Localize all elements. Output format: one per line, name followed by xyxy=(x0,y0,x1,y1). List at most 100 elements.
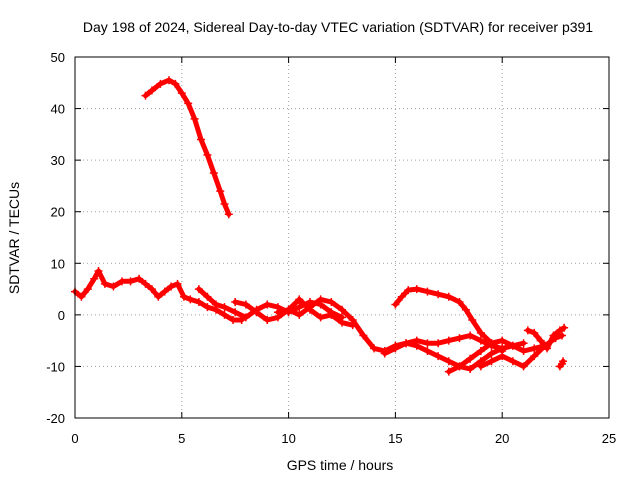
y-tick-label: 30 xyxy=(51,153,65,168)
y-tick-label: 50 xyxy=(51,50,65,65)
data-point xyxy=(412,285,421,294)
data-point xyxy=(316,295,325,304)
data-point xyxy=(263,316,272,325)
data-point xyxy=(412,341,421,350)
data-point xyxy=(391,344,400,353)
data-point xyxy=(241,300,250,309)
data-point xyxy=(444,357,453,366)
data-point xyxy=(90,274,99,283)
data-point xyxy=(167,282,176,291)
chart-title: Day 198 of 2024, Sidereal Day-to-day VTE… xyxy=(83,19,593,35)
data-point xyxy=(498,352,507,361)
data-point xyxy=(487,349,496,358)
data-point xyxy=(530,344,539,353)
data-point xyxy=(423,346,432,355)
data-point xyxy=(519,346,528,355)
data-point xyxy=(316,313,325,322)
data-point xyxy=(94,267,103,276)
data-point xyxy=(252,308,261,317)
data-point xyxy=(194,285,203,294)
data-point xyxy=(220,303,229,312)
data-point xyxy=(466,331,475,340)
data-point xyxy=(177,89,186,98)
data-point xyxy=(444,292,453,301)
x-tick-label: 25 xyxy=(602,431,616,446)
data-point xyxy=(559,357,568,366)
ticks-layer: 0 5 10 15 20 25 -20 -10 0 10 20 30 40 50 xyxy=(46,50,616,446)
data-point xyxy=(404,286,413,295)
data-point xyxy=(194,297,203,306)
data-point xyxy=(109,282,118,291)
data-point xyxy=(370,344,379,353)
series-trace xyxy=(143,77,232,217)
y-tick-label: 10 xyxy=(51,256,65,271)
data-point xyxy=(220,310,229,319)
series-arc-late-b xyxy=(391,285,507,355)
data-point xyxy=(380,349,389,358)
data-point xyxy=(203,150,212,159)
series-arc-late-c xyxy=(444,336,549,376)
data-point xyxy=(295,303,304,312)
series-trace xyxy=(232,296,356,328)
data-point xyxy=(263,300,272,309)
plot-frame xyxy=(74,56,610,419)
data-point xyxy=(558,331,567,340)
x-axis-label: GPS time / hours xyxy=(287,457,394,473)
data-point xyxy=(455,334,464,343)
series-arc-high xyxy=(141,76,233,219)
data-point xyxy=(231,308,240,317)
series-arc-end xyxy=(523,323,569,353)
data-point xyxy=(141,279,150,288)
data-point xyxy=(468,316,477,325)
data-point xyxy=(100,279,109,288)
data-point xyxy=(498,336,507,345)
data-point xyxy=(327,310,336,319)
data-point xyxy=(455,362,464,371)
data-point xyxy=(508,341,517,350)
data-point xyxy=(466,354,475,363)
data-point xyxy=(434,290,443,299)
data-point xyxy=(549,331,558,340)
data-point xyxy=(338,318,346,327)
data-point xyxy=(203,303,212,312)
data-point xyxy=(179,292,188,301)
data-point xyxy=(519,362,528,371)
data-point xyxy=(209,169,218,178)
y-axis-label: SDTVAR / TECUs xyxy=(6,182,22,294)
data-point xyxy=(434,352,443,361)
data-point xyxy=(273,308,282,317)
data-point xyxy=(211,300,220,309)
data-point xyxy=(434,339,443,348)
x-tick-label: 5 xyxy=(178,431,185,446)
x-tick-label: 10 xyxy=(281,431,295,446)
data-point xyxy=(241,313,250,322)
data-point xyxy=(338,305,346,314)
data-point xyxy=(171,79,180,88)
data-point xyxy=(284,305,293,314)
y-tick-label: 20 xyxy=(51,205,65,220)
data-point xyxy=(476,328,485,337)
data-point xyxy=(216,187,225,196)
data-point xyxy=(560,323,569,332)
data-point xyxy=(476,346,485,355)
data-point xyxy=(530,352,539,361)
data-point xyxy=(305,303,314,312)
data-point xyxy=(231,297,240,306)
data-point xyxy=(519,339,528,348)
data-point xyxy=(543,344,552,353)
data-point xyxy=(197,135,206,144)
data-point xyxy=(154,292,163,301)
data-point xyxy=(173,279,182,288)
x-tick-label: 0 xyxy=(71,431,78,446)
data-point xyxy=(423,339,432,348)
data-point xyxy=(77,292,86,301)
data-point xyxy=(147,285,156,294)
data-point xyxy=(444,367,453,376)
data-point xyxy=(423,287,432,296)
series-layer xyxy=(71,76,569,376)
series-trace xyxy=(382,340,505,372)
data-point xyxy=(83,285,92,294)
data-point xyxy=(224,210,233,219)
data-point xyxy=(348,316,357,325)
data-point xyxy=(147,86,156,95)
